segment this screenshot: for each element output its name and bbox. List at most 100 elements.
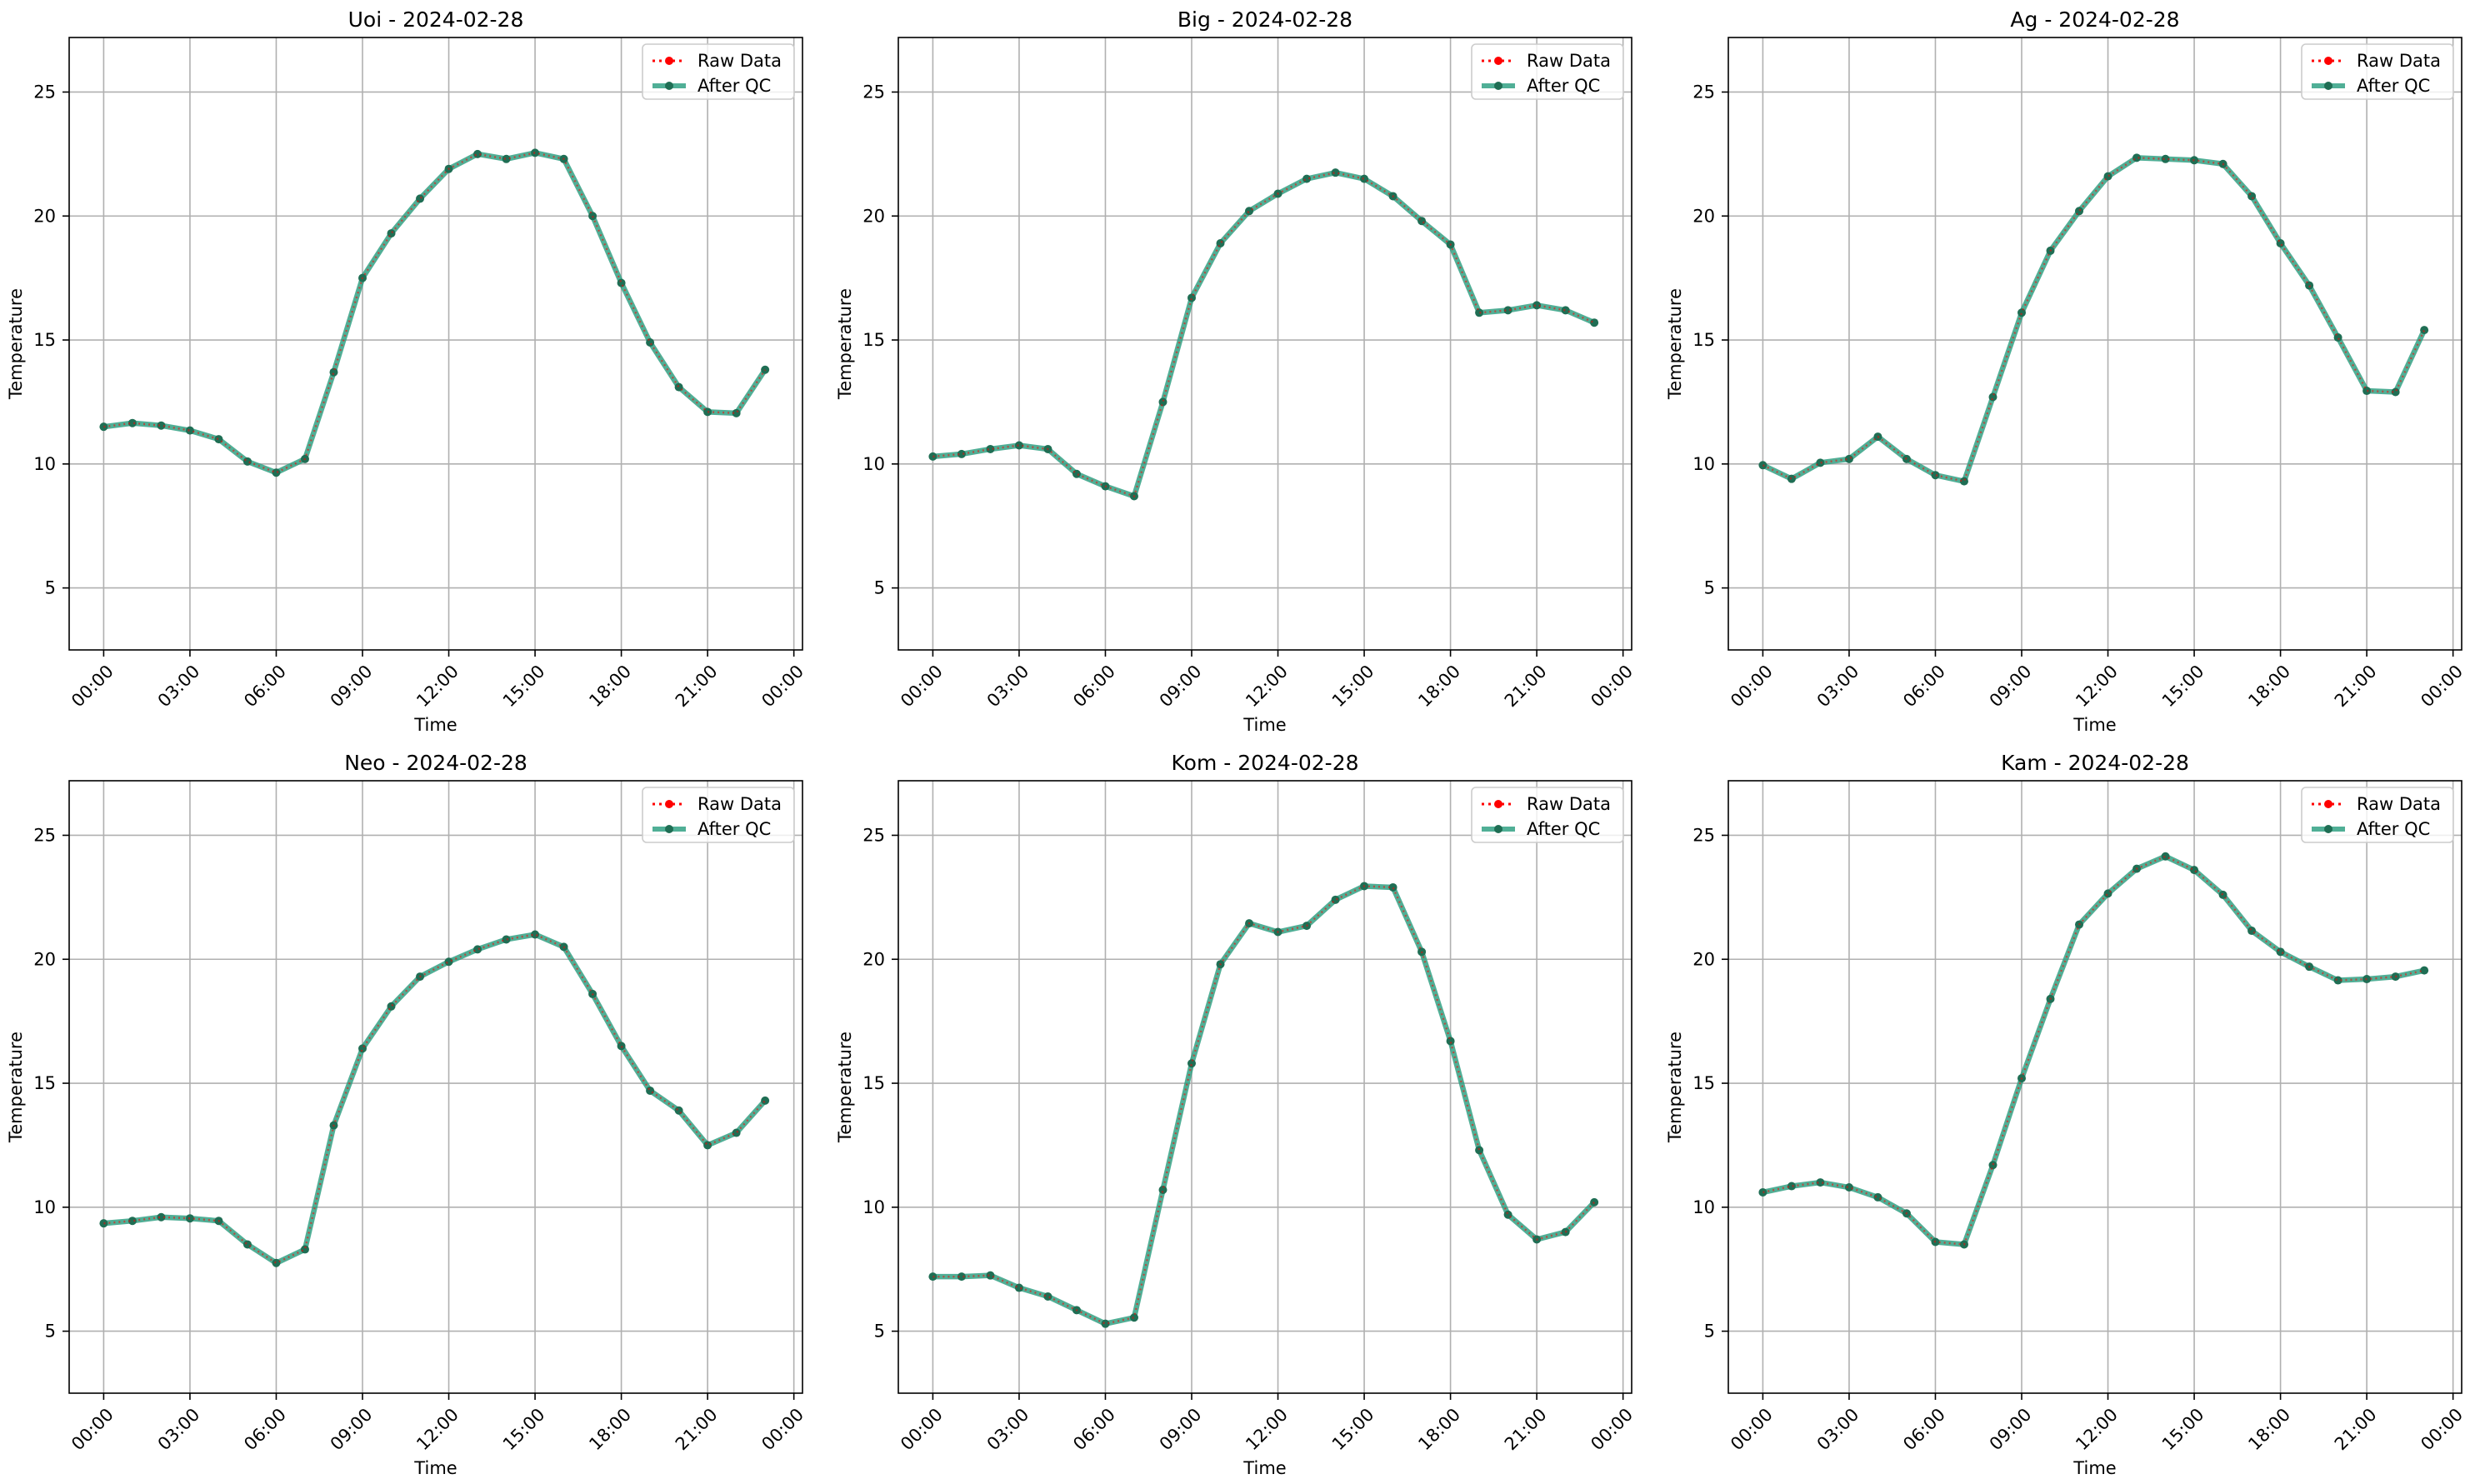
- x-tick-label: 06:00: [240, 1405, 290, 1455]
- chart-title: Big - 2024-02-28: [1178, 7, 1352, 32]
- chart-panel: 5 10 15 20 25 00:00 03:00 06:00 09:00 12:00 15:00 1…: [1665, 751, 2467, 1478]
- axes-frame: [898, 37, 1632, 651]
- point-after-qc: [732, 1128, 741, 1137]
- y-tick-label: 5: [45, 578, 56, 598]
- grid: [898, 781, 1632, 1393]
- x-tick-label: 00:00: [1587, 662, 1637, 712]
- legend-label-after-qc: After QC: [2357, 76, 2430, 96]
- y-tick-label: 20: [862, 206, 885, 226]
- axes-frame: [898, 780, 1632, 1394]
- point-after-qc: [1446, 1037, 1455, 1046]
- x-tick-label: 12:00: [2072, 1405, 2122, 1455]
- legend-label-raw-data: Raw Data: [1527, 794, 1611, 814]
- chart-title: Kom - 2024-02-28: [1172, 751, 1359, 775]
- y-tick-label: 10: [33, 454, 56, 474]
- legend-label-after-qc: After QC: [1527, 819, 1600, 839]
- x-tick-label: 06:00: [240, 662, 290, 712]
- chart-panel: 5 10 15 20 25 00:00 03:00 06:00 09:00 12:00 15:00 1…: [6, 7, 808, 735]
- point-after-qc: [444, 957, 453, 967]
- point-after-qc: [986, 444, 995, 453]
- point-after-qc: [2362, 387, 2372, 396]
- x-tick-label: 21:00: [2331, 1405, 2381, 1455]
- point-after-qc: [2161, 154, 2170, 163]
- series-line-raw-data: [932, 171, 1595, 498]
- point-after-qc: [2248, 927, 2257, 936]
- y-tick-label: 15: [862, 330, 885, 350]
- x-tick-label: 00:00: [758, 662, 808, 712]
- point-after-qc: [1158, 1185, 1168, 1194]
- point-after-qc: [157, 421, 166, 430]
- y-tick-label: 5: [1704, 1322, 1715, 1342]
- x-tick-label: 09:00: [1156, 1405, 1206, 1455]
- y-axis-label: Temperature: [1665, 288, 1685, 400]
- y-axis-label: Temperature: [6, 1032, 26, 1143]
- point-after-qc: [1787, 1182, 1796, 1191]
- point-after-qc: [986, 1271, 995, 1280]
- y-tick-label: 25: [1692, 82, 1715, 102]
- x-tick-label: 00:00: [758, 1405, 808, 1455]
- x-tick-label: 21:00: [2331, 662, 2381, 712]
- legend-label-after-qc: After QC: [698, 819, 771, 839]
- y-axis-label: Temperature: [6, 288, 26, 400]
- legend-marker-after-qc: [2324, 825, 2332, 833]
- x-tick-label: 00:00: [1587, 1405, 1637, 1455]
- point-after-qc: [1129, 1313, 1138, 1322]
- series-line-after-qc: [101, 932, 768, 1267]
- x-axis-label: Time: [2072, 715, 2116, 735]
- grid: [1728, 781, 2462, 1393]
- y-tick-label: 10: [33, 1197, 56, 1217]
- point-after-qc: [272, 1258, 281, 1267]
- chart-panel: 5 10 15 20 25 00:00 03:00 06:00 09:00 12:00 15:00 1…: [1665, 7, 2467, 735]
- point-after-qc: [1360, 174, 1369, 183]
- legend-marker-raw-data: [665, 800, 673, 808]
- legend-marker-raw-data: [2324, 800, 2332, 808]
- x-tick-label: 18:00: [585, 662, 635, 712]
- legend-marker-after-qc: [665, 82, 673, 90]
- y-tick-label: 5: [45, 1322, 56, 1342]
- x-tick-label: 12:00: [412, 1405, 462, 1455]
- point-after-qc: [1188, 1059, 1196, 1068]
- x-tick-label: 06:00: [1899, 662, 1949, 712]
- point-after-qc: [2103, 889, 2112, 898]
- legend-marker-raw-data: [1494, 800, 1502, 808]
- legend: Raw Data After QC: [642, 787, 795, 843]
- point-after-qc: [957, 449, 966, 458]
- x-tick-label: 06:00: [1069, 1405, 1119, 1455]
- point-after-qc: [1101, 1319, 1110, 1328]
- point-after-qc: [1959, 477, 1968, 486]
- x-tick-label: 18:00: [2244, 662, 2294, 712]
- y-tick-label: 10: [862, 1197, 885, 1217]
- point-after-qc: [1014, 1283, 1023, 1292]
- point-after-qc: [1043, 1292, 1052, 1301]
- x-tick-label: 03:00: [154, 1405, 204, 1455]
- point-after-qc: [1072, 469, 1081, 478]
- x-tick-label: 15:00: [2158, 1405, 2208, 1455]
- point-after-qc: [674, 382, 683, 392]
- x-tick-label: 00:00: [897, 1405, 947, 1455]
- legend-label-raw-data: Raw Data: [698, 794, 782, 814]
- x-tick-label: 09:00: [327, 1405, 377, 1455]
- x-tick-label: 18:00: [2244, 1405, 2294, 1455]
- legend: Raw Data After QC: [2301, 43, 2454, 100]
- x-tick-label: 15:00: [499, 1405, 549, 1455]
- x-tick-label: 00:00: [68, 662, 118, 712]
- x-tick-label: 15:00: [1328, 662, 1378, 712]
- x-tick-label: 03:00: [983, 662, 1033, 712]
- x-tick-label: 15:00: [2158, 662, 2208, 712]
- point-after-qc: [1388, 882, 1398, 892]
- legend-marker-after-qc: [1494, 82, 1502, 90]
- legend-label-raw-data: Raw Data: [1527, 51, 1611, 71]
- x-tick-label: 03:00: [1813, 662, 1863, 712]
- legend-label-after-qc: After QC: [1527, 76, 1600, 96]
- y-tick-label: 25: [1692, 825, 1715, 845]
- y-tick-label: 15: [862, 1073, 885, 1093]
- chart-panel: 5 10 15 20 25 00:00 03:00 06:00 09:00 12:00 15:00 1…: [835, 751, 1637, 1478]
- point-after-qc: [242, 1240, 252, 1249]
- legend-marker-raw-data: [665, 57, 673, 65]
- y-tick-label: 15: [33, 1073, 56, 1093]
- point-after-qc: [957, 1272, 966, 1282]
- legend-label-raw-data: Raw Data: [2357, 51, 2441, 71]
- point-after-qc: [502, 935, 511, 944]
- point-after-qc: [617, 1042, 626, 1051]
- point-after-qc: [617, 278, 626, 287]
